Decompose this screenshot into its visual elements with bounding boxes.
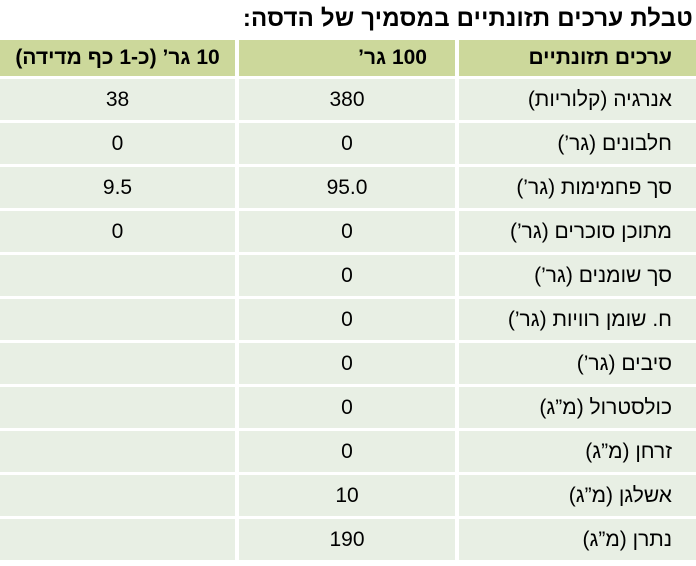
cell-value-10g [0,299,235,340]
cell-value-100g: 0 [239,299,455,340]
cell-value-100g: 190 [239,519,455,560]
cell-nutrient-name: סך שומנים (גר’) [459,255,696,296]
cell-nutrient-name: זרחן (מ”ג) [459,431,696,472]
cell-value-100g: 0 [239,343,455,384]
table-row: סך שומנים (גר’) 0 [0,255,696,296]
cell-value-100g: 380 [239,79,455,120]
cell-value-10g [0,431,235,472]
cell-value-10g: 38 [0,79,235,120]
table-body: אנרגיה (קלוריות) 380 38 חלבונים (גר’) 0 0 סך פ… [0,79,696,560]
table-row: אנרגיה (קלוריות) 380 38 [0,79,696,120]
cell-nutrient-name: נתרן (מ”ג) [459,519,696,560]
cell-value-100g: 0 [239,387,455,428]
cell-value-10g [0,255,235,296]
cell-nutrient-name: כולסטרול (מ”ג) [459,387,696,428]
cell-value-10g: 0 [0,123,235,164]
table-row: זרחן (מ”ג) 0 [0,431,696,472]
cell-value-10g [0,519,235,560]
column-header-10g: 10 גר’ (כ-1 כף מדידה) [0,40,235,76]
cell-value-100g: 0 [239,431,455,472]
cell-value-100g: 95.0 [239,167,455,208]
cell-nutrient-name: ח. שומן רוויות (גר’) [459,299,696,340]
column-header-100g: 100 גר’ [239,40,455,76]
table-row: אשלגן (מ”ג) 10 [0,475,696,516]
cell-value-100g: 0 [239,211,455,252]
table-row: כולסטרול (מ”ג) 0 [0,387,696,428]
cell-value-100g: 0 [239,255,455,296]
cell-value-100g: 0 [239,123,455,164]
cell-nutrient-name: מתוכן סוכרים (גר’) [459,211,696,252]
cell-nutrient-name: אשלגן (מ”ג) [459,475,696,516]
table-row: מתוכן סוכרים (גר’) 0 0 [0,211,696,252]
cell-nutrient-name: אנרגיה (קלוריות) [459,79,696,120]
cell-value-10g [0,343,235,384]
cell-nutrient-name: חלבונים (גר’) [459,123,696,164]
table-row: ח. שומן רוויות (גר’) 0 [0,299,696,340]
cell-nutrient-name: סך פחמימות (גר’) [459,167,696,208]
cell-value-10g [0,387,235,428]
nutrition-table: ערכים תזונתיים 100 גר’ 10 גר’ (כ-1 כף מד… [0,40,696,560]
cell-value-10g: 0 [0,211,235,252]
table-row: סך פחמימות (גר’) 95.0 9.5 [0,167,696,208]
page-title: טבלת ערכים תזונתיים במסמיך של הדסה: [242,5,693,32]
table-row: חלבונים (גר’) 0 0 [0,123,696,164]
cell-nutrient-name: סיבים (גר’) [459,343,696,384]
table-row: סיבים (גר’) 0 [0,343,696,384]
cell-value-10g: 9.5 [0,167,235,208]
table-header-row: ערכים תזונתיים 100 גר’ 10 גר’ (כ-1 כף מד… [0,40,696,76]
column-header-nutrition-values: ערכים תזונתיים [459,40,696,76]
cell-value-100g: 10 [239,475,455,516]
cell-value-10g [0,475,235,516]
table-row: נתרן (מ”ג) 190 [0,519,696,560]
